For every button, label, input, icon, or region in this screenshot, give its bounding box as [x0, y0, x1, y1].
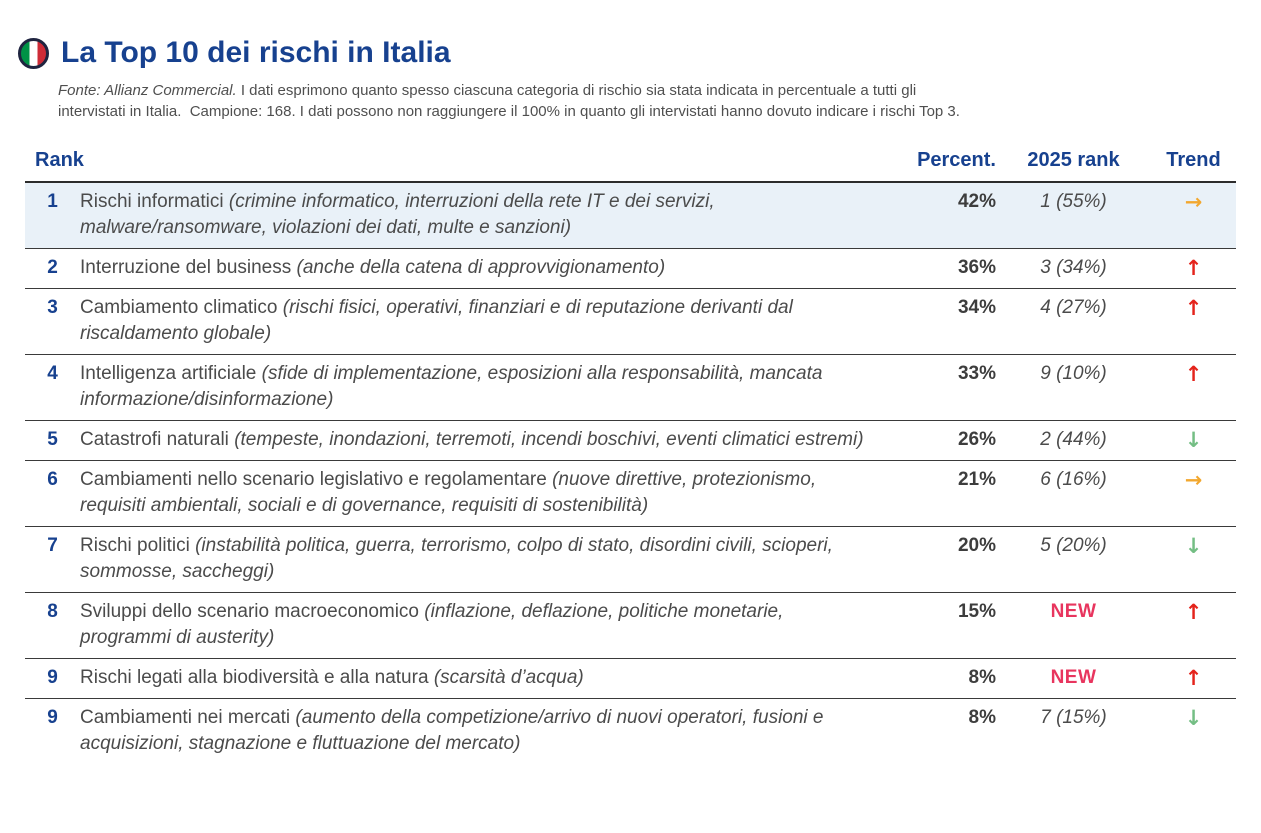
source-note: Fonte: Allianz Commercial. I dati esprim…	[58, 80, 1236, 123]
risk-name: Catastrofi naturali	[80, 428, 229, 450]
italy-flag-icon	[18, 37, 49, 69]
rank-2025-cell: 9 (10%)	[1040, 362, 1107, 384]
trend-arrow: ↑	[1184, 599, 1203, 624]
rank-cell: 3	[47, 296, 58, 318]
risk-detail: (sfide di implementazione, esposizioni a…	[80, 362, 823, 410]
risk-table-body: 1 Rischi informatici (crimine informatic…	[25, 182, 1236, 764]
percent-cell: 21%	[957, 468, 996, 490]
trend-arrow: ↓	[1184, 705, 1203, 730]
rank-2025-cell: 6 (16%)	[1040, 468, 1107, 490]
rank-2025-cell: 2 (44%)	[1040, 428, 1107, 450]
trend-arrow: ↑	[1184, 665, 1203, 690]
risk-name: Rischi informatici	[80, 190, 224, 212]
report-figure: La Top 10 dei rischi in Italia Fonte: Al…	[18, 36, 1236, 764]
risk-name: Intelligenza artificiale	[80, 362, 257, 384]
rank-cell: 9	[47, 706, 58, 728]
column-header-rank: Rank	[35, 148, 84, 171]
risk-name: Cambiamenti nei mercati	[80, 706, 291, 728]
risk-cell: Intelligenza artificiale (sfide di imple…	[80, 361, 891, 413]
source-note-line1: Fonte: Allianz Commercial. I dati esprim…	[58, 80, 1236, 101]
source-label: Fonte: Allianz Commercial.	[58, 82, 237, 99]
percent-cell: 20%	[957, 534, 996, 556]
risk-detail: (rischi fisici, operativi, finanziari e …	[80, 296, 793, 344]
risk-cell: Cambiamenti nello scenario legislativo e…	[80, 467, 891, 519]
column-header-percent: Percent.	[917, 148, 996, 171]
page-title: La Top 10 dei rischi in Italia	[61, 36, 451, 69]
table-header-row: Rank Percent. 2025 rank Trend	[25, 149, 1236, 183]
table-row: 1 Rischi informatici (crimine informatic…	[25, 182, 1236, 249]
risk-name: Rischi politici	[80, 534, 190, 556]
percent-cell: 36%	[957, 256, 996, 278]
risk-cell: Sviluppi dello scenario macroeconomico (…	[80, 599, 891, 651]
table-row: 3 Cambiamento climatico (rischi fisici, …	[25, 289, 1236, 355]
column-header-risk-spacer	[80, 149, 891, 172]
risk-detail: (inflazione, deflazione, politiche monet…	[80, 600, 784, 648]
rank-cell: 8	[47, 600, 58, 622]
percent-cell: 8%	[968, 666, 996, 688]
risk-detail: (aumento della competizione/arrivo di nu…	[80, 706, 824, 754]
trend-arrow: ↑	[1184, 255, 1203, 280]
column-header-trend: Trend	[1166, 148, 1221, 171]
table-row: 6 Cambiamenti nello scenario legislativo…	[25, 461, 1236, 527]
risk-cell: Interruzione del business (anche della c…	[80, 255, 891, 281]
column-header-2025-rank: 2025 rank	[1027, 148, 1120, 171]
rank-cell: 4	[47, 362, 58, 384]
rank-cell: 2	[47, 256, 58, 278]
risk-name: Sviluppi dello scenario macroeconomico	[80, 600, 420, 622]
risk-cell: Cambiamento climatico (rischi fisici, op…	[80, 295, 891, 347]
trend-arrow: ↑	[1184, 361, 1203, 386]
rank-2025-cell: 5 (20%)	[1040, 534, 1107, 556]
rank-2025-cell: 1 (55%)	[1040, 190, 1107, 212]
rank-2025-cell: 3 (34%)	[1040, 256, 1107, 278]
table-row: 7 Rischi politici (instabilità politica,…	[25, 527, 1236, 593]
percent-cell: 34%	[957, 296, 996, 318]
risk-detail: (crimine informatico, interruzioni della…	[80, 190, 715, 238]
percent-cell: 8%	[968, 706, 996, 728]
risk-cell: Cambiamenti nei mercati (aumento della c…	[80, 705, 891, 757]
risk-name: Interruzione del business	[80, 256, 292, 278]
risk-cell: Rischi politici (instabilità politica, g…	[80, 533, 891, 585]
rank-2025-cell: NEW	[1050, 666, 1097, 688]
table-row: 9 Cambiamenti nei mercati (aumento della…	[25, 699, 1236, 764]
trend-arrow: ↓	[1184, 427, 1203, 452]
source-note-line1-rest: I dati esprimono quanto spesso ciascuna …	[236, 82, 917, 99]
risk-name: Cambiamento climatico	[80, 296, 278, 318]
risk-detail: (nuove direttive, protezionismo, requisi…	[80, 468, 817, 516]
table-row: 4 Intelligenza artificiale (sfide di imp…	[25, 355, 1236, 421]
rank-cell: 5	[47, 428, 58, 450]
risk-cell: Catastrofi naturali (tempeste, inondazio…	[80, 427, 891, 453]
risk-cell: Rischi informatici (crimine informatico,…	[80, 189, 891, 241]
trend-arrow: →	[1184, 189, 1203, 214]
risk-detail: (anche della catena di approvvigionament…	[296, 256, 666, 278]
percent-cell: 33%	[957, 362, 996, 384]
percent-cell: 42%	[957, 190, 996, 212]
percent-cell: 26%	[957, 428, 996, 450]
table-row: 2 Interruzione del business (anche della…	[25, 249, 1236, 289]
rank-cell: 1	[47, 190, 58, 212]
table-row: 5 Catastrofi naturali (tempeste, inondaz…	[25, 421, 1236, 461]
risk-detail: (scarsità d’acqua)	[433, 666, 584, 688]
trend-arrow: →	[1184, 467, 1203, 492]
rank-2025-cell: NEW	[1050, 600, 1097, 622]
source-note-line2: intervistati in Italia. Campione: 168. I…	[58, 103, 960, 121]
rank-cell: 7	[47, 534, 58, 556]
risk-cell: Rischi legati alla biodiversità e alla n…	[80, 665, 891, 691]
trend-arrow: ↓	[1184, 533, 1203, 558]
rank-cell: 6	[47, 468, 58, 490]
rank-2025-cell: 7 (15%)	[1040, 706, 1107, 728]
rank-2025-cell: 4 (27%)	[1040, 296, 1107, 318]
trend-arrow: ↑	[1184, 295, 1203, 320]
risk-detail: (tempeste, inondazioni, terremoti, incen…	[234, 428, 864, 450]
risk-name: Rischi legati alla biodiversità e alla n…	[80, 666, 429, 688]
risk-table: Rank Percent. 2025 rank Trend 1 Rischi i…	[25, 149, 1236, 764]
rank-cell: 9	[47, 666, 58, 688]
table-row: 8 Sviluppi dello scenario macroeconomico…	[25, 593, 1236, 659]
risk-detail: (instabilità politica, guerra, terrorism…	[80, 534, 833, 582]
risk-name: Cambiamenti nello scenario legislativo e…	[80, 468, 547, 490]
figure-header: La Top 10 dei rischi in Italia	[18, 36, 1236, 70]
table-row: 9 Rischi legati alla biodiversità e alla…	[25, 659, 1236, 699]
percent-cell: 15%	[957, 600, 996, 622]
